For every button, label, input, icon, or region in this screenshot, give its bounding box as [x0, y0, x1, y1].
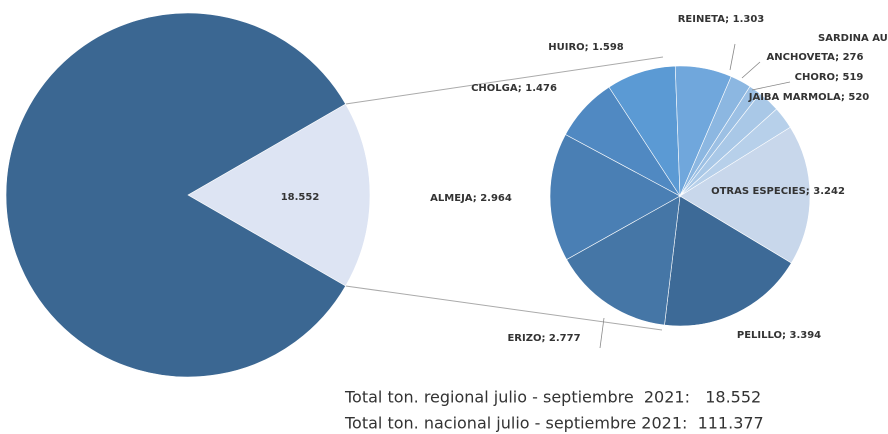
pie-slice [5, 12, 347, 378]
pie-slice [664, 195, 792, 327]
connector [345, 56, 664, 105]
data-label: ALMEJA; 2.964 [430, 193, 512, 204]
connector [345, 285, 663, 331]
data-label: REINETA; 1.303 [678, 14, 765, 25]
data-label: ERIZO; 2.777 [507, 333, 580, 344]
data-label: SARDINA AUSTRAL; 484 [818, 33, 888, 44]
pie-slice [566, 195, 681, 326]
leader-line [729, 43, 736, 71]
data-label: HUIRO; 1.598 [548, 42, 624, 53]
footer-line: Total ton. nacional julio - septiembre 2… [344, 414, 764, 433]
data-label: PELILLO; 3.394 [737, 330, 821, 341]
pie-slice [549, 134, 681, 260]
leader-line [751, 81, 791, 91]
leader-line [599, 317, 605, 349]
data-label: 18.552 [281, 192, 320, 203]
data-label: ANCHOVETA; 276 [767, 52, 864, 63]
pie-slice [187, 103, 371, 287]
data-label: OTRAS ESPECIES; 3.242 [711, 186, 845, 197]
data-label: CHORO; 519 [795, 72, 864, 83]
data-label: JAIBA MARMOLA; 520 [748, 92, 870, 103]
leader-line [741, 61, 761, 79]
footer-line: Total ton. regional julio - septiembre 2… [344, 388, 761, 407]
pie-slice [679, 126, 811, 264]
data-label: CHOLGA; 1.476 [471, 83, 557, 94]
